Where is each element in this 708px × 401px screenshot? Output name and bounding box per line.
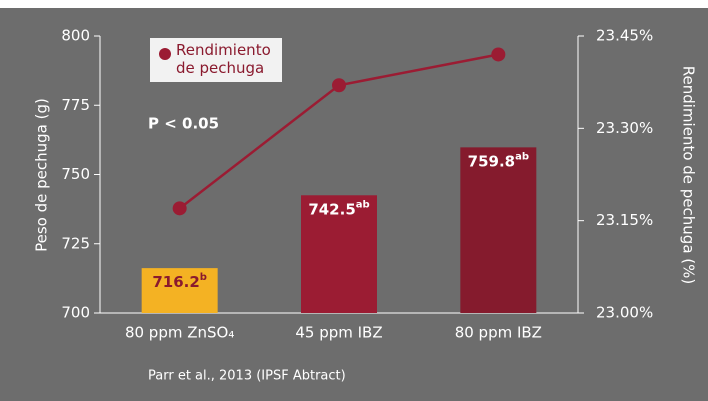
source: Parr et al., 2013 (IPSF Abtract) bbox=[148, 369, 346, 384]
y-tick-label: 750 bbox=[61, 165, 90, 183]
y-tick-label: 725 bbox=[61, 234, 90, 252]
y2-tick-label: 23.45% bbox=[596, 27, 653, 45]
value-label-number: 742.5 bbox=[308, 200, 355, 218]
legend: Rendimiento de pechuga bbox=[150, 38, 282, 82]
value-label-number: 716.2 bbox=[152, 273, 199, 291]
x-tick-label: 45 ppm IBZ bbox=[295, 324, 382, 342]
y-tick-label: 775 bbox=[61, 96, 90, 114]
bar bbox=[460, 147, 537, 313]
value-label: 716.2b bbox=[152, 272, 207, 291]
annotation: P < 0.05 bbox=[148, 115, 219, 133]
value-label-significance: b bbox=[200, 272, 207, 283]
x-tick-label: 80 ppm ZnSO₄ bbox=[125, 324, 234, 342]
bar bbox=[301, 195, 377, 313]
y2-tick-label: 23.15% bbox=[596, 211, 653, 229]
y2-tick-label: 23.30% bbox=[596, 119, 653, 137]
bar bbox=[141, 268, 218, 313]
line-point bbox=[172, 201, 187, 216]
line-point bbox=[332, 78, 346, 93]
y2-tick-label: 23.00% bbox=[596, 304, 653, 322]
value-label: 759.8ab bbox=[468, 151, 529, 170]
legend-label: Rendimiento de pechuga bbox=[176, 41, 271, 77]
value-label-significance: ab bbox=[356, 199, 370, 210]
value-label: 742.5ab bbox=[308, 199, 369, 218]
y2-axis-label: Rendimiento de pechuga (%) bbox=[680, 66, 698, 284]
y-tick-label: 800 bbox=[61, 27, 90, 45]
value-label-significance: ab bbox=[515, 151, 529, 162]
line-point bbox=[491, 47, 506, 62]
legend-marker bbox=[159, 48, 171, 60]
y-tick-label: 700 bbox=[61, 304, 90, 322]
value-label-number: 759.8 bbox=[468, 152, 515, 170]
y-axis-label: Peso de pechuga (g) bbox=[33, 98, 51, 252]
x-tick-label: 80 ppm IBZ bbox=[455, 324, 542, 342]
